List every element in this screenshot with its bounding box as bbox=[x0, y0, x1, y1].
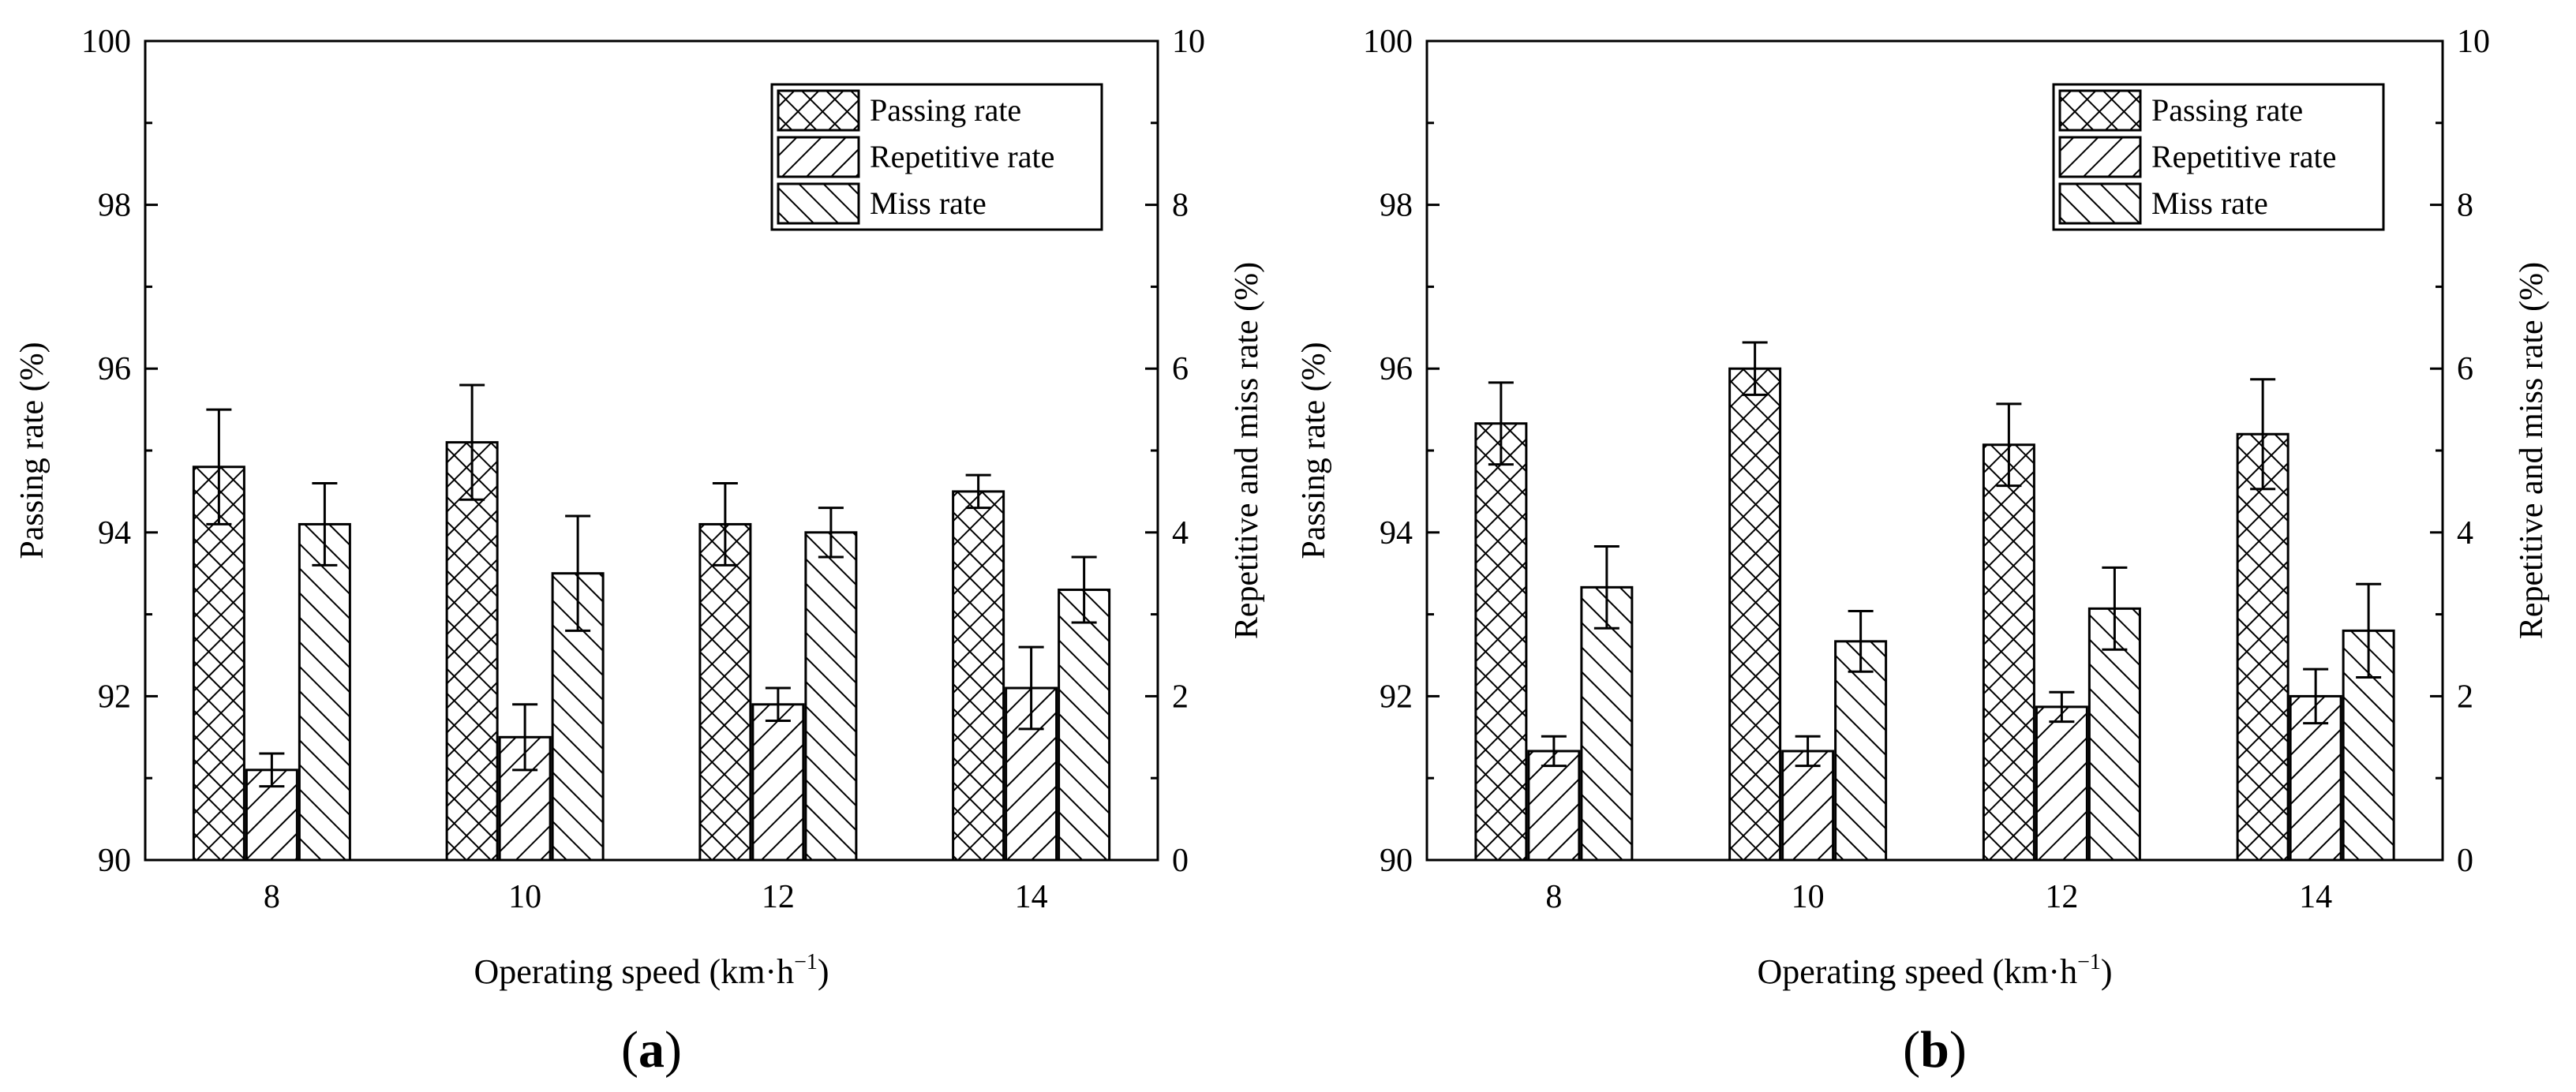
x-tick-label: 14 bbox=[1015, 879, 1048, 915]
bar-forward-diagonal bbox=[1527, 750, 1581, 862]
legend-label: Miss rate bbox=[870, 185, 987, 221]
legend-swatch-forward-diagonal bbox=[2058, 136, 2142, 178]
y-left-tick-label: 100 bbox=[1363, 24, 1413, 60]
y-right-tick-label: 2 bbox=[2457, 679, 2473, 715]
y-left-tick-label: 90 bbox=[1380, 843, 1413, 879]
y-right-axis-label: Repetitive and miss rate (%) bbox=[1229, 262, 1265, 639]
y-right-tick-label: 10 bbox=[1172, 24, 1205, 60]
y-right-tick-label: 8 bbox=[1172, 188, 1189, 224]
x-axis-label-tail: ) bbox=[2101, 952, 2113, 991]
x-axis-label: Operating speed (km·h−1) bbox=[1757, 950, 2112, 991]
bar-forward-diagonal bbox=[1781, 750, 1835, 862]
y-left-tick-label: 100 bbox=[81, 24, 131, 60]
panel-label-open: ( bbox=[1903, 1021, 1920, 1079]
legend-swatch-back-diagonal bbox=[2058, 182, 2142, 225]
y-right-tick-label: 0 bbox=[2457, 843, 2473, 879]
panel-label-close: ) bbox=[1949, 1021, 1967, 1079]
legend-label: Passing rate bbox=[870, 92, 1021, 128]
y-left-tick-label: 96 bbox=[98, 351, 131, 387]
y-right-tick-label: 6 bbox=[2457, 351, 2473, 387]
x-tick-label: 14 bbox=[2299, 879, 2332, 915]
bar-crosshatch bbox=[192, 466, 245, 862]
x-axis-label-main: Operating speed (km·h bbox=[474, 952, 794, 991]
y-right-tick-label: 4 bbox=[1172, 515, 1189, 552]
x-axis-label-superscript: −1 bbox=[794, 950, 818, 974]
y-left-axis-label: Passing rate (%) bbox=[14, 342, 51, 559]
legend-label: Repetitive rate bbox=[870, 139, 1054, 174]
y-right-tick-label: 10 bbox=[2457, 24, 2490, 60]
x-axis-label-superscript: −1 bbox=[2077, 950, 2101, 974]
bar-back-diagonal bbox=[298, 522, 351, 862]
panel-label-letter: b bbox=[1920, 1021, 1949, 1079]
legend-label: Repetitive rate bbox=[2151, 139, 2336, 174]
x-axis-label-main: Operating speed (km·h bbox=[1757, 952, 2077, 991]
legend-swatch-back-diagonal bbox=[777, 182, 860, 225]
legend-swatch-crosshatch bbox=[2058, 89, 2142, 132]
y-left-tick-label: 94 bbox=[98, 515, 131, 552]
x-tick-label: 12 bbox=[2045, 879, 2078, 915]
y-left-tick-label: 96 bbox=[1380, 351, 1413, 387]
x-tick-label: 12 bbox=[762, 879, 795, 915]
panel-label-letter: a bbox=[638, 1021, 665, 1079]
bar-back-diagonal bbox=[1058, 588, 1111, 862]
y-right-tick-label: 4 bbox=[2457, 515, 2473, 552]
x-tick-label: 10 bbox=[1792, 879, 1825, 915]
y-left-tick-label: 92 bbox=[98, 679, 131, 715]
legend-label: Passing rate bbox=[2151, 92, 2303, 128]
y-left-axis-label: Passing rate (%) bbox=[1296, 342, 1332, 559]
y-left-tick-label: 94 bbox=[1380, 515, 1413, 552]
bar-crosshatch bbox=[445, 441, 499, 862]
x-tick-label: 8 bbox=[1545, 879, 1562, 915]
legend-swatch-forward-diagonal bbox=[777, 136, 860, 178]
panel-label: (b) bbox=[1903, 1021, 1967, 1079]
panel-label-open: ( bbox=[621, 1021, 638, 1079]
y-right-tick-label: 2 bbox=[1172, 679, 1189, 715]
x-tick-label: 8 bbox=[264, 879, 280, 915]
bar-crosshatch bbox=[2236, 432, 2290, 862]
bar-crosshatch bbox=[1474, 422, 1528, 862]
chart-panel-a: 90 92 94 96 98 100 0 2 4 6 8 10 Passing rate (%) Repe… bbox=[14, 24, 1265, 1079]
y-left-tick-label: 98 bbox=[1380, 188, 1413, 224]
panel-label-close: ) bbox=[665, 1021, 682, 1079]
y-right-tick-label: 8 bbox=[2457, 188, 2473, 224]
legend-label: Miss rate bbox=[2151, 185, 2268, 221]
bar-back-diagonal bbox=[804, 531, 858, 862]
y-left-tick-label: 90 bbox=[98, 843, 131, 879]
panel-label: (a) bbox=[621, 1021, 682, 1079]
chart-panel-b: 90 92 94 96 98 100 0 2 4 6 8 10 Passing rate (%) Repe… bbox=[1296, 24, 2550, 1079]
bar-crosshatch bbox=[698, 522, 752, 862]
x-axis-label: Operating speed (km·h−1) bbox=[474, 950, 829, 991]
y-right-tick-label: 0 bbox=[1172, 843, 1189, 879]
bar-crosshatch bbox=[952, 490, 1005, 862]
y-left-tick-label: 92 bbox=[1380, 679, 1413, 715]
y-right-axis-label: Repetitive and miss rate (%) bbox=[2514, 262, 2550, 639]
bar-crosshatch bbox=[1728, 367, 1782, 862]
bar-crosshatch bbox=[1982, 443, 2035, 862]
y-left-tick-label: 98 bbox=[98, 188, 131, 224]
bar-back-diagonal bbox=[1834, 640, 1888, 862]
x-tick-label: 10 bbox=[508, 879, 541, 915]
bar-back-diagonal bbox=[551, 572, 605, 862]
x-axis-label-tail: ) bbox=[818, 952, 829, 991]
bar-forward-diagonal bbox=[751, 703, 805, 862]
bar-forward-diagonal bbox=[2035, 705, 2088, 862]
legend-swatch-crosshatch bbox=[777, 89, 860, 132]
y-right-tick-label: 6 bbox=[1172, 351, 1189, 387]
